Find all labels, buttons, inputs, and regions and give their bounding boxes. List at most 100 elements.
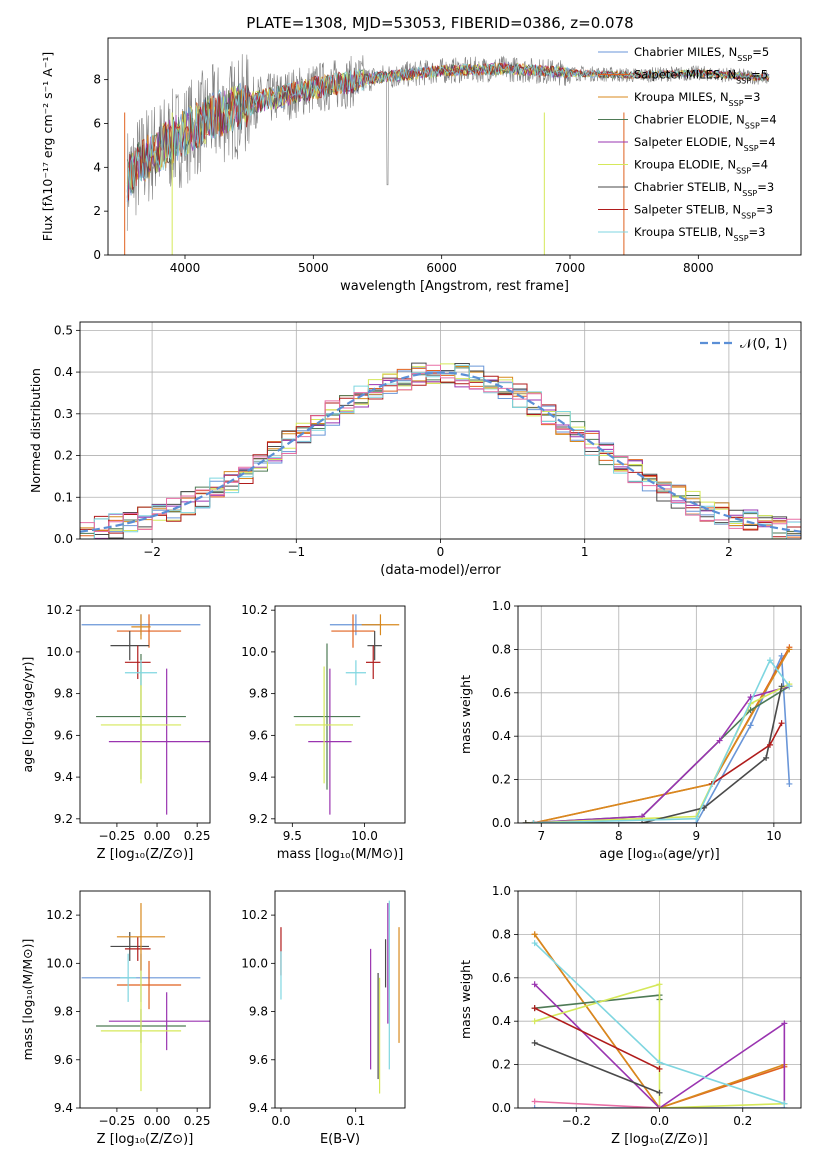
- y-tick-label: 10.0: [46, 956, 73, 970]
- weight-line: [534, 983, 785, 1108]
- spectrum-model-line: [126, 63, 770, 199]
- legend-label: 𝒩(0, 1): [740, 337, 787, 352]
- spectrum-model-line: [126, 61, 770, 197]
- x-axis-label: age [log₁₀(age/yr)]: [599, 847, 720, 862]
- weight-marker: [656, 1059, 663, 1066]
- weight-marker: [781, 1020, 788, 1027]
- plot-area: [80, 362, 801, 539]
- axes-frame: [274, 605, 406, 824]
- x-tick-label: 0.00: [144, 829, 171, 843]
- x-tick-label: 2: [725, 545, 733, 559]
- y-tick-label: 0.2: [492, 1058, 511, 1072]
- axes-frame: [517, 605, 802, 824]
- y-tick-label: 9.6: [54, 728, 73, 742]
- weight-marker: [522, 820, 529, 823]
- y-tick-label: 4: [93, 160, 101, 174]
- y-tick-label: 0.0: [492, 816, 511, 830]
- weight-marker: [778, 720, 785, 727]
- x-tick-label: 0.0: [271, 1114, 290, 1128]
- y-tick-label: 10.0: [46, 645, 73, 659]
- x-tick-label: 7000: [555, 261, 586, 275]
- y-tick-label: 1.0: [492, 599, 511, 613]
- y-tick-label: 2: [93, 204, 101, 218]
- x-axis-label: Z [log₁₀(Z/Z⊙)]: [97, 1132, 194, 1147]
- y-tick-label: 0.2: [54, 449, 73, 463]
- weight-marker: [781, 1100, 788, 1107]
- x-axis-label: wavelength [Angstrom, rest frame]: [340, 279, 569, 294]
- y-tick-label: 10.2: [46, 603, 73, 617]
- y-axis-label: Flux [fλ10⁻¹⁷ erg cm⁻² s⁻¹ A⁻¹]: [40, 52, 55, 241]
- weight-marker: [766, 657, 773, 664]
- y-tick-label: 9.8: [249, 687, 268, 701]
- panel-spectrum: 4000 5000 6000 7000 8000 0 2 4 6 8 wavelength [Ang…: [40, 37, 802, 294]
- y-tick-label: 9.2: [249, 812, 268, 826]
- y-tick-label: 6: [93, 116, 101, 130]
- y-tick-label: 10.0: [241, 645, 268, 659]
- x-tick-label: 0.00: [144, 1114, 171, 1128]
- panel-age_vs_Z: −0.25 0.00 0.25 9.2 9.4 9.6 9.8 10.0 10.2 Z [log₁…: [20, 603, 211, 862]
- weight-marker: [531, 940, 538, 947]
- weight-marker: [778, 683, 785, 690]
- y-tick-label: 10.2: [46, 908, 73, 922]
- weight-marker: [693, 815, 700, 822]
- x-tick-label: 10.0: [351, 829, 378, 843]
- x-tick-label: 0.2: [733, 1114, 752, 1128]
- y-tick-label: 10.0: [241, 956, 268, 970]
- weight-marker: [786, 646, 793, 653]
- plot-area: [522, 644, 793, 823]
- panel-mass_vs_ebv: 0.0 0.1 9.4 9.6 9.8 10.0 10.2 E(B-V): [241, 890, 406, 1147]
- x-axis-label: Z [log₁₀(Z/Z⊙)]: [97, 847, 194, 862]
- y-axis-label: age [log₁₀(age/yr)]: [20, 657, 35, 773]
- axes-frame: [79, 321, 802, 540]
- y-tick-label: 0.5: [54, 323, 73, 337]
- legend-label: Salpeter STELIB, NSSP=3: [634, 203, 773, 221]
- weight-line: [533, 933, 785, 1108]
- y-tick-label: 0.1: [54, 490, 73, 504]
- axes-frame: [517, 890, 802, 1109]
- x-tick-label: 0.25: [184, 829, 211, 843]
- plot-area: [81, 903, 210, 1092]
- y-tick-label: 9.2: [54, 812, 73, 826]
- panel-weight_vs_age: 7 8 9 10 0.0 0.2 0.4 0.6 0.8 1.0 age [log₁₀(age/yr…: [458, 599, 802, 862]
- plot-area: [280, 900, 400, 1094]
- y-axis-label: mass [log₁₀(M/M⊙)]: [20, 939, 35, 1061]
- y-tick-label: 9.4: [54, 1101, 73, 1115]
- y-tick-label: 0: [93, 248, 101, 262]
- plot-area: [124, 54, 770, 255]
- x-axis-label: mass [log₁₀(M/M⊙)]: [277, 847, 404, 862]
- weight-marker: [531, 981, 538, 988]
- x-tick-label: 7: [537, 829, 545, 843]
- panel-mass_vs_Z: −0.25 0.00 0.25 9.4 9.6 9.8 10.0 10.2 Z [log₁₀(Z…: [20, 890, 211, 1147]
- x-tick-label: −1: [287, 545, 305, 559]
- weight-marker: [531, 1018, 538, 1025]
- x-tick-label: −0.25: [99, 829, 136, 843]
- y-axis-label: Normed distribution: [28, 368, 43, 493]
- x-tick-label: 8000: [683, 261, 714, 275]
- y-tick-label: 0.4: [492, 1014, 511, 1028]
- axes-frame: [274, 890, 406, 1109]
- x-axis-label: Z [log₁₀(Z/Z⊙)]: [611, 1132, 708, 1147]
- y-tick-label: 9.8: [54, 687, 73, 701]
- weight-marker: [531, 1105, 538, 1108]
- y-tick-label: 8: [93, 73, 101, 87]
- y-tick-label: 0.0: [54, 532, 73, 546]
- x-axis-label: E(B-V): [320, 1132, 360, 1147]
- y-tick-label: 1.0: [492, 884, 511, 898]
- weight-line: [534, 1100, 660, 1108]
- weight-line: [534, 1007, 660, 1070]
- weight-marker: [763, 754, 770, 761]
- y-tick-label: 0.4: [54, 365, 73, 379]
- y-tick-label: 9.6: [249, 1053, 268, 1067]
- legend-label: Salpeter MILES, NSSP=5: [634, 68, 768, 86]
- weight-marker: [766, 741, 773, 748]
- axes-frame: [79, 605, 211, 824]
- x-tick-label: 9: [693, 829, 701, 843]
- weight-marker: [530, 820, 537, 823]
- y-tick-label: 0.3: [54, 407, 73, 421]
- x-tick-label: 6000: [426, 261, 457, 275]
- y-tick-label: 0.8: [492, 927, 511, 941]
- y-tick-label: 0.6: [492, 686, 511, 700]
- axes-frame: [107, 37, 802, 256]
- x-tick-label: −0.25: [99, 1114, 136, 1128]
- legend-label: Kroupa STELIB, NSSP=3: [634, 225, 765, 243]
